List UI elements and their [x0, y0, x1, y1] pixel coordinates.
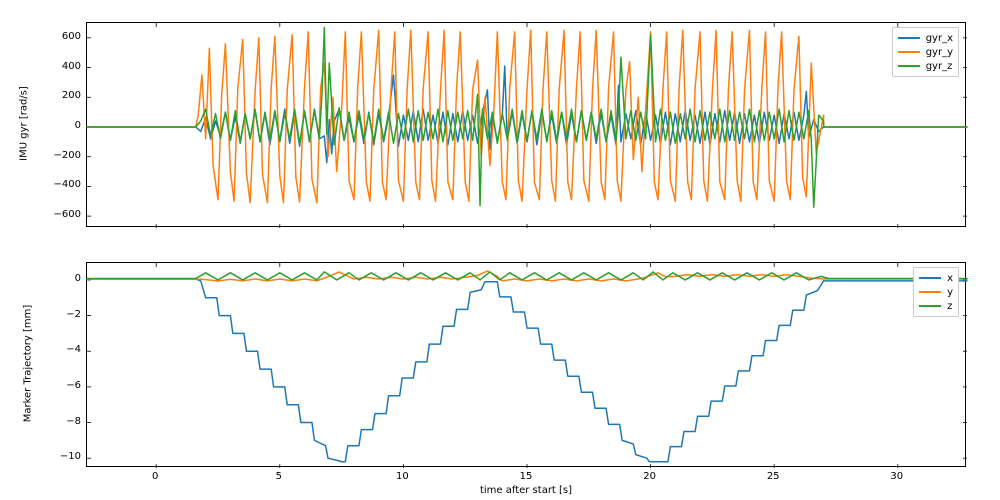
series-z	[87, 272, 967, 280]
ylabel-bottom: Marker Trajectory [mm]	[23, 293, 34, 433]
legend-item: gyr_y	[898, 45, 953, 59]
legend-label: gyr_y	[926, 47, 953, 58]
ytick-label: −200	[54, 150, 81, 161]
ytick-label: −600	[54, 209, 81, 220]
ytick-label: −2	[66, 309, 81, 320]
legend-bottom: xyz	[913, 267, 959, 317]
legend-swatch	[919, 291, 941, 293]
ytick-label: −8	[66, 416, 81, 427]
ytick-label: −10	[60, 451, 81, 462]
legend-swatch	[919, 277, 941, 279]
series-gyr-y	[87, 30, 967, 202]
ytick-label: −4	[66, 344, 81, 355]
series-x	[87, 279, 967, 462]
xtick-label: 15	[518, 471, 534, 482]
legend-item: x	[919, 271, 953, 285]
ytick-label: 0	[75, 273, 81, 284]
xlabel-bottom: time after start [s]	[466, 485, 586, 496]
axes-marker-trajectory: xyz	[86, 262, 966, 467]
ytick-label: 600	[62, 31, 81, 42]
ytick-label: 200	[62, 90, 81, 101]
axes-imu-gyr: gyr_x gyr_y gyr_z	[86, 22, 966, 227]
legend-item: gyr_z	[898, 59, 953, 73]
legend-item: y	[919, 285, 953, 299]
xtick-label: 30	[889, 471, 905, 482]
legend-label: gyr_x	[926, 33, 953, 44]
ytick-label: 400	[62, 61, 81, 72]
plot-area-top	[87, 23, 967, 228]
legend-label: x	[947, 273, 953, 284]
xtick-label: 20	[642, 471, 658, 482]
legend-item: gyr_x	[898, 31, 953, 45]
ylabel-top: IMU gyr [rad/s]	[19, 73, 30, 173]
legend-swatch	[898, 51, 920, 53]
figure: gyr_x gyr_y gyr_z IMU gyr [rad/s] xyz Mark…	[0, 0, 1000, 500]
ytick-label: 0	[75, 120, 81, 131]
legend-label: y	[947, 287, 953, 298]
legend-label: z	[947, 301, 952, 312]
legend-swatch	[898, 37, 920, 39]
xtick-label: 25	[765, 471, 781, 482]
legend-label: gyr_z	[926, 61, 953, 72]
legend-item: z	[919, 299, 953, 313]
plot-area-bottom	[87, 263, 967, 468]
xtick-label: 10	[394, 471, 410, 482]
legend-swatch	[898, 65, 920, 67]
xtick-label: 0	[147, 471, 163, 482]
xtick-label: 5	[271, 471, 287, 482]
ytick-label: −6	[66, 380, 81, 391]
legend-top: gyr_x gyr_y gyr_z	[892, 27, 959, 77]
legend-swatch	[919, 305, 941, 307]
ytick-label: −400	[54, 179, 81, 190]
